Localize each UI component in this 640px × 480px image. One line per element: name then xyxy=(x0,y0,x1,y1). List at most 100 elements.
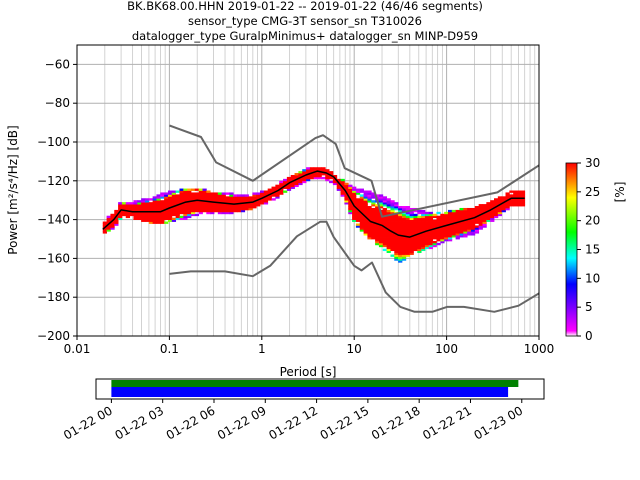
pdf-cell xyxy=(152,219,157,222)
pdf-cell xyxy=(114,223,119,226)
pdf-cell xyxy=(424,240,430,244)
pdf-cell xyxy=(417,248,422,252)
pdf-cell xyxy=(390,206,395,209)
pdf-cell xyxy=(505,192,510,195)
pdf-cell xyxy=(421,211,426,215)
pdf-cell xyxy=(401,215,407,219)
pdf-cell xyxy=(187,207,192,211)
pdf-cell xyxy=(497,198,503,201)
pdf-cell xyxy=(175,194,180,197)
pdf-cell xyxy=(375,239,380,242)
pdf-cell xyxy=(348,206,353,209)
pdf-cell xyxy=(398,256,403,259)
pdf-cell xyxy=(183,215,188,219)
pdf-cell xyxy=(171,213,177,217)
pdf-cell xyxy=(221,211,226,215)
pdf-cell xyxy=(486,215,491,219)
pdf-cell xyxy=(455,215,460,219)
pdf-cell xyxy=(183,206,188,209)
pdf-cell xyxy=(428,233,434,236)
pdf-cell xyxy=(233,204,238,207)
pdf-cell xyxy=(106,225,111,228)
pdf-cell xyxy=(309,167,315,170)
pdf-cell xyxy=(363,194,368,197)
pdf-cell xyxy=(474,227,480,230)
pdf-cell xyxy=(344,200,349,203)
pdf-cell xyxy=(275,194,280,197)
pdf-cell xyxy=(490,211,495,215)
pdf-cell xyxy=(382,196,388,199)
pdf-cell xyxy=(237,207,242,211)
pdf-cell xyxy=(447,219,453,222)
pdf-cell xyxy=(244,204,249,207)
pdf-cell xyxy=(382,200,388,203)
pdf-cell xyxy=(283,190,288,193)
pdf-cell xyxy=(279,180,284,184)
pdf-cell xyxy=(421,221,426,224)
pdf-cell xyxy=(440,239,445,242)
pdf-cell xyxy=(413,209,418,213)
pdf-cell xyxy=(233,198,238,201)
pdf-cell xyxy=(424,237,430,240)
colorbar-tick-label: 10 xyxy=(585,271,600,285)
pdf-cell xyxy=(348,202,353,205)
pdf-cell xyxy=(470,219,476,222)
pdf-cell xyxy=(144,206,150,209)
pdf-cell xyxy=(194,206,200,209)
pdf-cell xyxy=(302,178,307,182)
pdf-cell xyxy=(336,184,341,188)
pdf-cell xyxy=(401,233,407,236)
pdf-cell xyxy=(183,198,188,201)
pdf-cell xyxy=(436,227,441,230)
pdf-cell xyxy=(244,196,249,199)
pdf-cell xyxy=(240,200,246,203)
pdf-cell xyxy=(118,213,123,217)
pdf-cell xyxy=(497,207,503,211)
pdf-cell xyxy=(482,217,487,220)
pdf-cell xyxy=(501,209,506,213)
pdf-cell xyxy=(405,254,411,257)
pdf-cell xyxy=(371,200,376,203)
pdf-cell xyxy=(321,169,326,172)
pdf-cell xyxy=(198,202,203,205)
pdf-cell xyxy=(171,204,177,207)
pdf-cell xyxy=(294,182,299,186)
pdf-cell xyxy=(144,217,150,220)
pdf-cell xyxy=(478,206,483,209)
pdf-cell xyxy=(237,209,242,213)
pdf-cell xyxy=(110,221,115,224)
pdf-cell xyxy=(263,190,269,193)
pdf-cell xyxy=(378,237,384,240)
pdf-cell xyxy=(405,242,411,246)
pdf-cell xyxy=(490,219,495,222)
pdf-cell xyxy=(171,194,177,197)
colorbar-gradient xyxy=(565,162,578,337)
pdf-cell xyxy=(447,213,453,217)
pdf-cell xyxy=(313,176,318,180)
pdf-cell xyxy=(110,215,115,219)
pdf-cell xyxy=(106,215,111,219)
pdf-cell xyxy=(125,206,131,209)
pdf-cell xyxy=(183,213,188,217)
pdf-cell xyxy=(463,215,468,219)
pdf-cell xyxy=(401,207,407,211)
pdf-cell xyxy=(375,217,380,220)
timeline-tick-label: 01-22 06 xyxy=(164,403,218,442)
pdf-cell xyxy=(378,202,384,205)
pdf-cell xyxy=(382,213,388,217)
pdf-cell xyxy=(175,200,180,203)
pdf-cell xyxy=(394,235,399,238)
pdf-cell xyxy=(401,206,407,209)
pdf-cell xyxy=(213,209,219,213)
pdf-cell xyxy=(148,211,154,215)
pdf-cell xyxy=(294,180,299,184)
pdf-cell xyxy=(382,233,388,236)
pdf-cell xyxy=(463,233,468,236)
pdf-cell xyxy=(202,194,207,197)
pdf-cell xyxy=(110,227,115,230)
y-tick-label: −120 xyxy=(37,174,70,188)
pdf-cell xyxy=(229,209,234,213)
x-tick-label: 1000 xyxy=(524,342,555,356)
pdf-cell xyxy=(401,221,407,224)
pdf-cell xyxy=(463,211,468,215)
